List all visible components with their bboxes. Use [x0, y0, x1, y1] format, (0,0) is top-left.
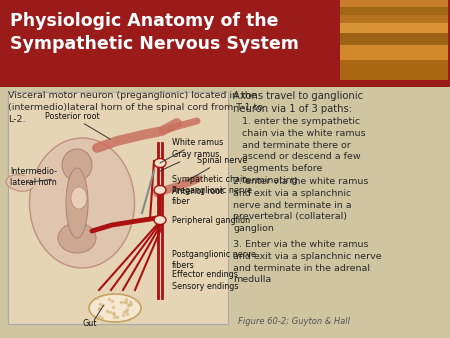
- Text: Gray ramus: Gray ramus: [160, 150, 220, 171]
- Text: 3. Enter via the white ramus
and exit via a splanchnic nerve
and terminate in th: 3. Enter via the white ramus and exit vi…: [233, 240, 382, 284]
- Ellipse shape: [89, 294, 141, 322]
- Text: Posterior root: Posterior root: [45, 112, 110, 139]
- Bar: [340, 45, 448, 60]
- Text: 1. enter the sympathetic
   chain via the white ramus
   and terminate there or
: 1. enter the sympathetic chain via the w…: [233, 117, 365, 185]
- Ellipse shape: [6, 175, 34, 191]
- Text: Intermedio-
lateral horn: Intermedio- lateral horn: [10, 167, 57, 187]
- Bar: [340, 60, 448, 80]
- Text: Anterior root: Anterior root: [172, 187, 224, 195]
- Text: Effector endings: Effector endings: [172, 270, 238, 279]
- Text: Axons travel to ganglionic
neuron via 1 of 3 paths:: Axons travel to ganglionic neuron via 1 …: [233, 91, 363, 114]
- Text: Visceral motor neuron (preganglionic) located in the
(intermedio)lateral horn of: Visceral motor neuron (preganglionic) lo…: [8, 91, 263, 124]
- Ellipse shape: [58, 223, 96, 253]
- Bar: [340, 0, 448, 80]
- Text: Gut: Gut: [83, 319, 97, 329]
- Bar: [340, 0, 448, 7]
- Bar: [0, 0, 450, 87]
- Text: Postganglionic nerve
fibers: Postganglionic nerve fibers: [172, 250, 256, 270]
- Text: Sensory endings: Sensory endings: [172, 282, 238, 291]
- Ellipse shape: [62, 149, 92, 181]
- Text: Spinal nerve: Spinal nerve: [187, 156, 248, 181]
- Bar: [340, 23, 448, 33]
- Ellipse shape: [71, 187, 87, 209]
- Bar: [340, 15, 448, 23]
- Ellipse shape: [154, 186, 166, 194]
- Text: 2. enter via the white ramus
and exit via a splanchnic
nerve and terminate in a
: 2. enter via the white ramus and exit vi…: [233, 177, 369, 233]
- Bar: [340, 7, 448, 15]
- Text: White ramus: White ramus: [160, 138, 223, 163]
- Text: Peripheral ganglion: Peripheral ganglion: [172, 216, 250, 225]
- Bar: [340, 33, 448, 45]
- Text: Sympathetic chain: Sympathetic chain: [172, 174, 247, 184]
- Ellipse shape: [30, 138, 135, 268]
- Bar: [8, 92, 228, 324]
- Text: Physiologic Anatomy of the: Physiologic Anatomy of the: [10, 12, 279, 30]
- Text: Sympathetic Nervous System: Sympathetic Nervous System: [10, 35, 299, 53]
- Text: Figure 60-2; Guyton & Hall: Figure 60-2; Guyton & Hall: [238, 317, 350, 326]
- Ellipse shape: [66, 168, 88, 238]
- Text: Preganglionic nerve
fiber: Preganglionic nerve fiber: [172, 186, 252, 206]
- Ellipse shape: [154, 216, 166, 224]
- Ellipse shape: [154, 159, 166, 168]
